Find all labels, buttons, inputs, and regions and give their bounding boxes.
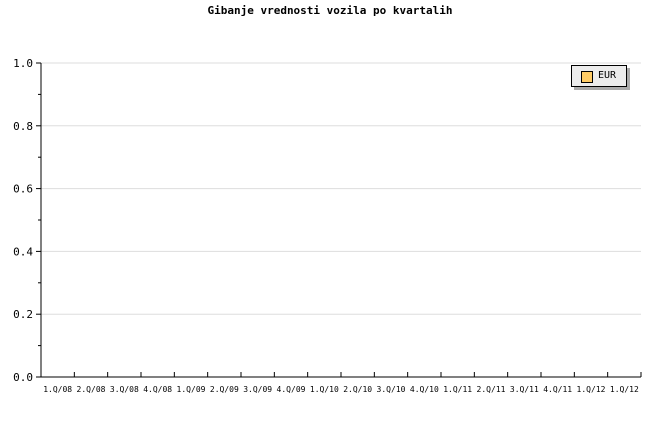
y-tick-label: 0.2	[13, 308, 33, 321]
x-tick-label: 3.Q/10	[377, 385, 406, 394]
legend-swatch-eur	[581, 71, 593, 83]
y-tick-label: 0.4	[13, 245, 33, 258]
y-tick-label: 0.6	[13, 183, 33, 196]
y-tick-label: 0.0	[13, 371, 33, 384]
x-tick-label: 1.Q/11	[443, 385, 472, 394]
x-tick-label: 3.Q/11	[510, 385, 539, 394]
legend-label: EUR	[598, 70, 617, 81]
x-tick-label: 1.Q/12	[610, 385, 639, 394]
y-tick-label: 1.0	[13, 57, 33, 70]
x-tick-label: 4.Q/09	[277, 385, 306, 394]
x-tick-label: 4.Q/10	[410, 385, 439, 394]
x-tick-label: 4.Q/11	[543, 385, 572, 394]
x-tick-label: 3.Q/08	[110, 385, 139, 394]
x-tick-label: 4.Q/08	[143, 385, 172, 394]
x-tick-label: 2.Q/10	[343, 385, 372, 394]
legend: EUR	[571, 65, 627, 87]
chart-title: Gibanje vrednosti vozila po kvartalih	[207, 4, 453, 17]
x-tick-label: 2.Q/09	[210, 385, 239, 394]
y-tick-label: 0.8	[13, 120, 33, 133]
x-tick-label: 2.Q/08	[77, 385, 106, 394]
x-tick-label: 1.Q/09	[177, 385, 206, 394]
x-tick-label: 1.Q/12	[577, 385, 606, 394]
x-tick-label: 2.Q/11	[477, 385, 506, 394]
x-tick-label: 1.Q/08	[43, 385, 72, 394]
x-tick-label: 3.Q/09	[243, 385, 272, 394]
x-tick-label: 1.Q/10	[310, 385, 339, 394]
